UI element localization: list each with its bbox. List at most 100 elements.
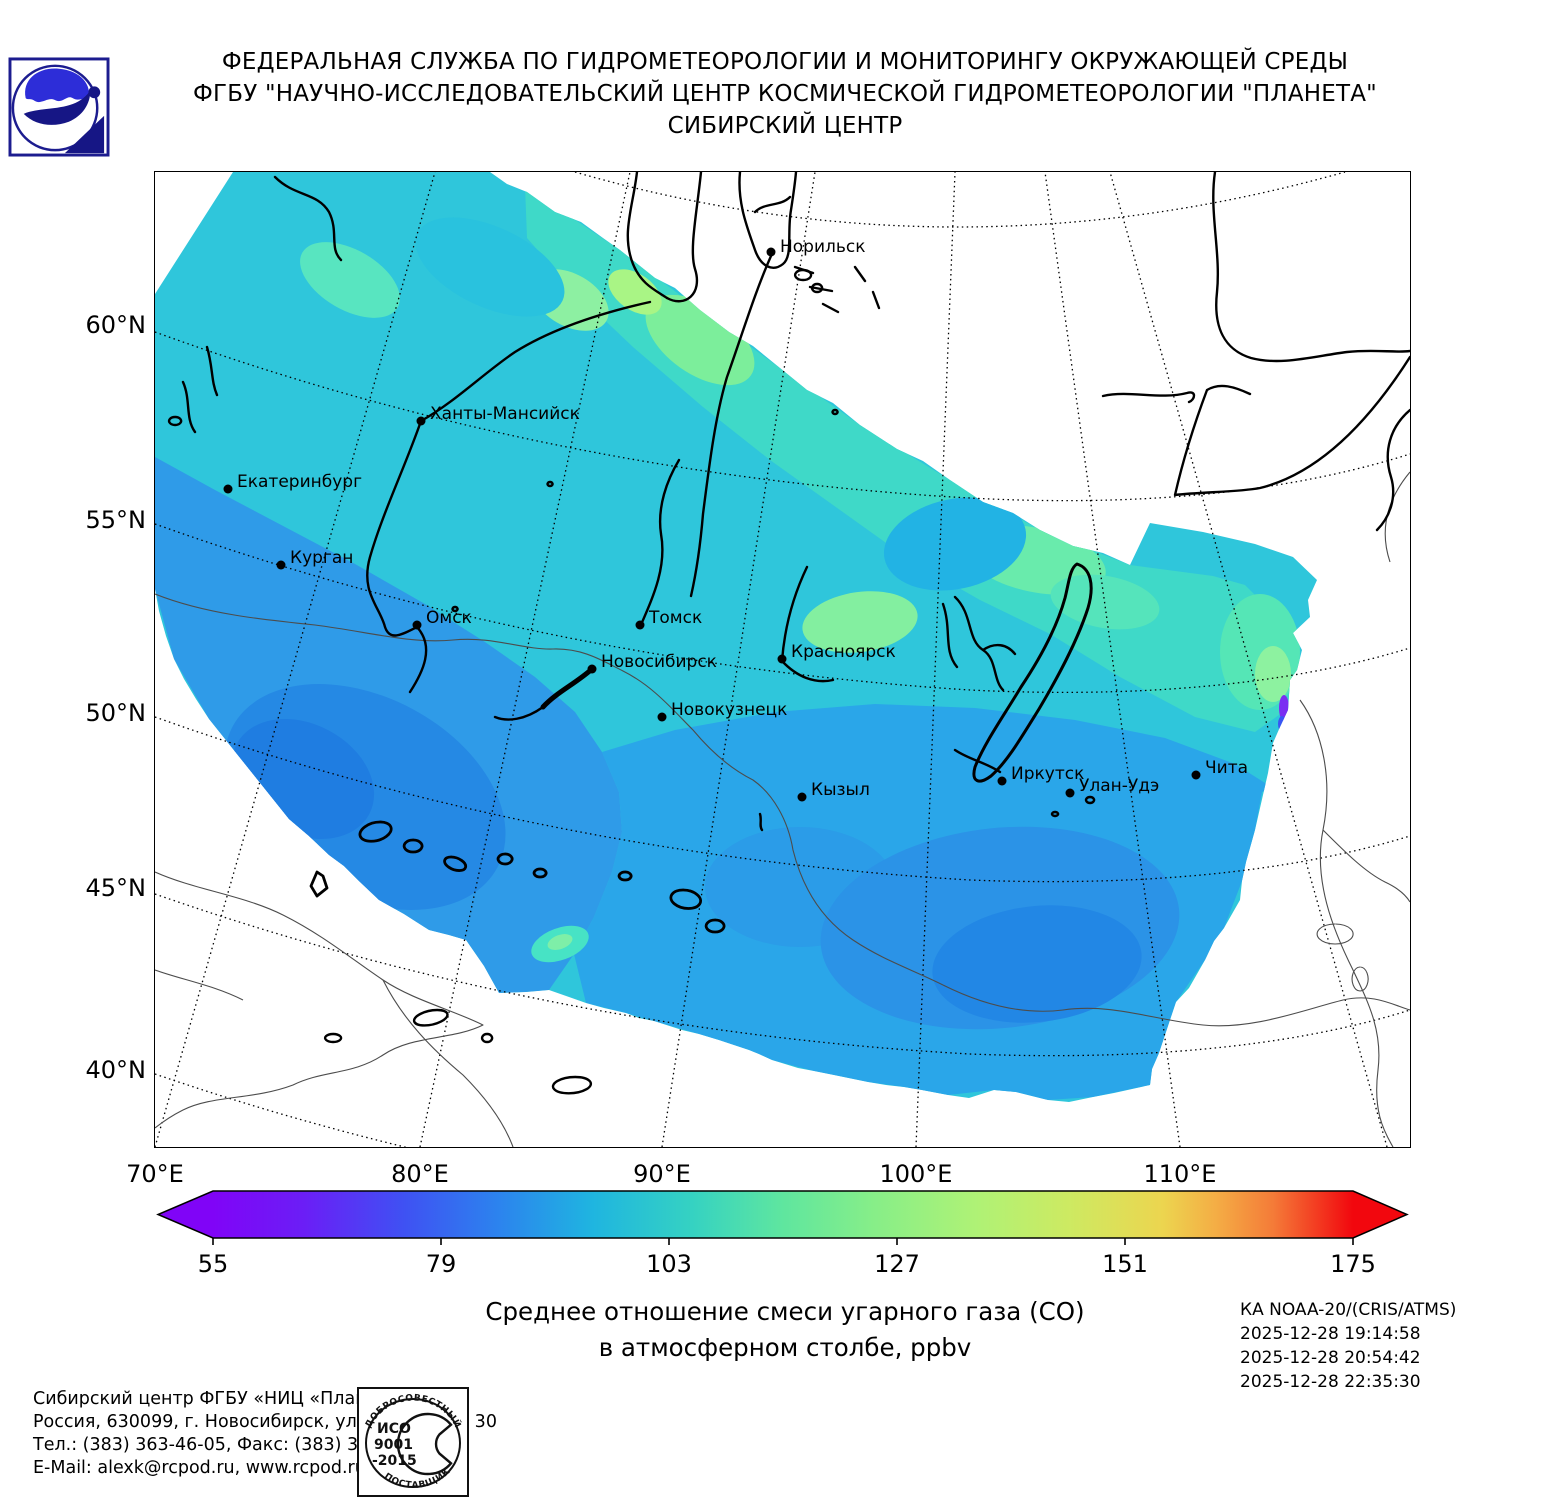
city-dot-ulan-ude — [1065, 788, 1075, 798]
product-title: Среднее отношение смеси угарного газа (C… — [385, 1294, 1185, 1366]
city-dot-norilsk — [766, 247, 776, 257]
city-label-khanty-mansiysk: Ханты-Мансийск — [430, 404, 580, 424]
meridian-100e — [915, 172, 956, 1147]
orbit-icon — [11, 64, 99, 152]
colorbar: 55 79 103 127 151 175 — [156, 1190, 1409, 1278]
city-dot-omsk — [412, 620, 422, 630]
city-label-norilsk: Норильск — [780, 237, 866, 257]
city-dot-irkutsk — [997, 776, 1007, 786]
ob-river-lower — [419, 300, 652, 423]
yenisei-river — [689, 254, 773, 598]
city-dot-kyzyl — [797, 792, 807, 802]
cities: Норильск Ханты-Мансийск Екатеринбург Кур… — [223, 237, 1248, 802]
header: ФЕДЕРАЛЬНАЯ СЛУЖБА ПО ГИДРОМЕТЕОРОЛОГИИ … — [20, 46, 1550, 142]
city-dot-kurgan — [276, 560, 286, 570]
city-dot-tomsk — [635, 620, 645, 630]
city-label-ulan-ude: Улан-Удэ — [1079, 776, 1159, 796]
lat-label-55n: 55°N — [85, 506, 147, 534]
norilsk-lakes — [753, 195, 881, 314]
altai-lakes — [617, 870, 726, 934]
stamp-iso-line-3: -2015 — [372, 1453, 417, 1469]
lon-label-90e: 90°E — [633, 1160, 691, 1188]
lat-label-50n: 50°N — [85, 699, 147, 727]
city-label-kyzyl: Кызыл — [811, 780, 870, 800]
colorbar-tick-127: 127 — [874, 1250, 920, 1278]
northwest-river — [273, 175, 343, 262]
city-dot-chita — [1191, 770, 1201, 780]
city-dot-yekaterinburg — [223, 484, 233, 494]
iso-9001-stamp: ДОБРОСОВЕСТНЫЙ ПОСТАВЩИК ИСО 9001 -2015 — [357, 1387, 469, 1497]
parallel-65n — [574, 172, 1346, 228]
map-svg: Норильск Ханты-Мансийск Екатеринбург Кур… — [155, 172, 1410, 1147]
colorbar-tick-55: 55 — [198, 1250, 229, 1278]
colorbar-tick-175: 175 — [1330, 1250, 1376, 1278]
angara-river — [953, 748, 1002, 774]
river-loop-east — [1173, 355, 1410, 497]
satellite-dot-icon — [88, 86, 101, 99]
city-dot-khanty-mansiysk — [416, 416, 426, 426]
south-lakes — [323, 1008, 593, 1095]
city-label-kurgan: Курган — [290, 548, 353, 568]
header-line-1: ФЕДЕРАЛЬНАЯ СЛУЖБА ПО ГИДРОМЕТЕОРОЛОГИИ … — [221, 49, 1349, 75]
colorbar-gradient-bar — [156, 1190, 1409, 1239]
pass-timestamp-1: 2025-12-28 19:14:58 — [1240, 1324, 1421, 1344]
lon-label-70e: 70°E — [126, 1160, 184, 1188]
city-label-krasnoyarsk: Красноярск — [791, 642, 896, 662]
colorbar-tick-79: 79 — [426, 1250, 457, 1278]
colorbar-tick-151: 151 — [1102, 1250, 1148, 1278]
header-line-3: СИБИРСКИЙ ЦЕНТР — [667, 113, 903, 139]
city-label-irkutsk: Иркутск — [1011, 764, 1084, 784]
stamp-iso-line-1: ИСО — [377, 1421, 411, 1437]
satellite-name: КА NOAA-20/(CRIS/ATMS) — [1240, 1300, 1457, 1320]
pass-timestamp-3: 2025-12-28 22:35:30 — [1240, 1372, 1421, 1392]
graticule — [155, 172, 1410, 1147]
irtysh-river — [366, 419, 428, 694]
ob-gulf-west-coast — [626, 172, 669, 300]
satellite-info: КА NOAA-20/(CRIS/ATMS) 2025-12-28 19:14:… — [1240, 1298, 1456, 1394]
city-label-novosibirsk: Новосибирск — [601, 652, 717, 672]
contact-org: Сибирский центр ФГБУ «НИЦ «Планета» — [33, 1389, 410, 1409]
lena-river-upper — [1212, 172, 1410, 363]
lat-label-45n: 45°N — [85, 874, 147, 902]
contact-phone: Тел.: (383) 363-46-05, Факс: (383) 363-4… — [33, 1435, 438, 1455]
contact-email: E-Mail: alexk@rcpod.ru, www.rcpod.ru — [33, 1458, 366, 1478]
city-dot-novokuznetsk — [657, 712, 667, 722]
coastlines-rivers — [167, 172, 1410, 1095]
lon-label-80e: 80°E — [391, 1160, 449, 1188]
tom-river — [638, 458, 681, 629]
parallel-40n — [155, 1073, 408, 1147]
city-label-chita: Чита — [1205, 758, 1248, 778]
yenisei-krasnoyarsk — [780, 565, 835, 683]
colorbar-tick-103: 103 — [646, 1250, 692, 1278]
city-label-yekaterinburg: Екатеринбург — [237, 472, 362, 492]
novosibirsk-reservoir — [540, 666, 595, 710]
globe-blob-icon — [25, 68, 90, 103]
stamp-c-mark-icon — [396, 1412, 453, 1476]
planeta-logo — [8, 57, 110, 157]
stamp-iso-line-2: 9001 — [374, 1437, 413, 1453]
country-borders — [155, 471, 1410, 1147]
kazakh-lakes — [309, 820, 548, 898]
stamp-oval — [365, 1398, 461, 1488]
ural-coast-bits — [167, 345, 219, 434]
lake-baikal — [972, 562, 1093, 783]
taz-gulf-coast — [738, 172, 798, 269]
lat-label-40n: 40°N — [85, 1056, 147, 1084]
city-dot-novosibirsk — [587, 664, 597, 674]
globe-swoosh-icon — [23, 90, 91, 125]
city-dot-krasnoyarsk — [777, 654, 787, 664]
lon-label-110e: 110°E — [1143, 1160, 1217, 1188]
colorbar-tick-marks — [212, 1238, 1354, 1245]
map-canvas: Норильск Ханты-Мансийск Екатеринбург Кур… — [154, 171, 1411, 1148]
lat-label-60n: 60°N — [85, 311, 147, 339]
city-label-tomsk: Томск — [648, 608, 702, 628]
bratsk-reservoir — [941, 595, 1017, 692]
city-label-novokuznetsk: Новокузнецк — [671, 700, 787, 720]
pass-timestamp-2: 2025-12-28 20:54:42 — [1240, 1348, 1421, 1368]
lon-label-100e: 100°E — [879, 1160, 953, 1188]
ob-gulf-east-coast — [665, 172, 703, 303]
city-label-omsk: Омск — [426, 608, 472, 628]
product-title-line-1: Среднее отношение смеси угарного газа (C… — [485, 1297, 1085, 1326]
product-title-line-2: в атмосферном столбе, ppbv — [598, 1333, 972, 1362]
